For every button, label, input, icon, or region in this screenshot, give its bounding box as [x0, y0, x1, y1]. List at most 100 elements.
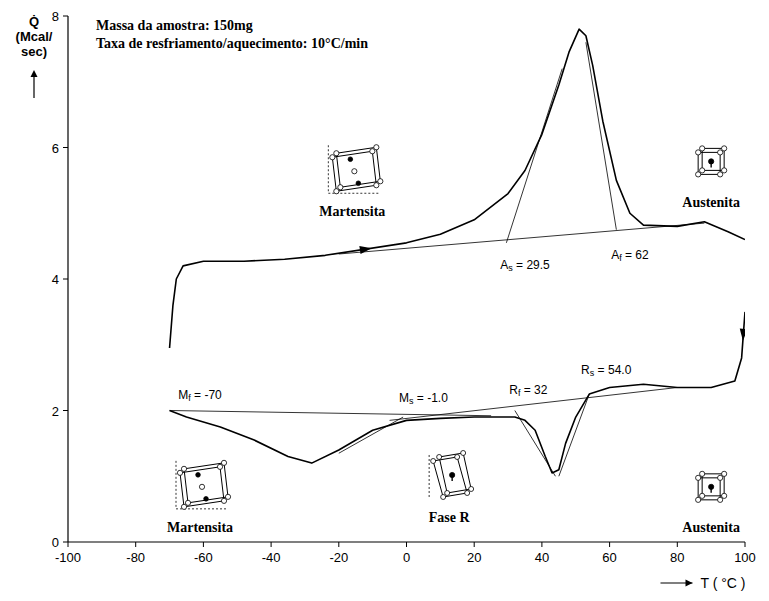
axis-guide — [328, 145, 329, 193]
x-tick — [406, 542, 407, 547]
crystal-icon — [176, 460, 231, 509]
atom — [718, 172, 723, 177]
atom — [370, 149, 375, 154]
atom — [441, 494, 446, 499]
x-tick — [677, 542, 678, 547]
direction-arrow — [739, 329, 745, 342]
atom — [437, 454, 442, 459]
tangent-line — [170, 411, 492, 416]
x-tick — [474, 542, 475, 547]
label-main: A — [500, 258, 508, 272]
tangent-line — [339, 417, 403, 453]
temperature-label: Af = 62 — [611, 248, 649, 263]
label-rest: = -70 — [191, 388, 222, 402]
tangent-line — [515, 411, 556, 477]
x-tick-label: 40 — [535, 550, 549, 565]
y-tick — [63, 16, 68, 17]
dsc-curve — [170, 312, 745, 473]
x-tick-label: 100 — [734, 550, 756, 565]
atom — [181, 504, 186, 509]
atom — [722, 146, 727, 151]
atom — [469, 486, 474, 491]
label-main: A — [611, 248, 619, 262]
y-axis-title-line: sec) — [21, 44, 47, 59]
x-tick-label: 60 — [602, 550, 616, 565]
x-tick — [541, 542, 542, 547]
label-main: R — [509, 383, 518, 397]
y-axis-arrowhead — [31, 70, 38, 77]
cell-edge — [702, 148, 724, 170]
atom — [196, 473, 201, 478]
atom — [722, 471, 727, 476]
atom — [338, 185, 343, 190]
phase-label: Austenita — [682, 520, 740, 535]
atom — [334, 189, 339, 194]
x-tick — [68, 542, 69, 547]
x-tick-label: -40 — [262, 550, 281, 565]
atom — [181, 466, 186, 471]
atom — [696, 150, 701, 155]
label-main: R — [581, 363, 590, 377]
y-axis-title: Q̇(Mcal/sec) — [16, 14, 53, 59]
y-tick — [63, 147, 68, 148]
phase-label: Fase R — [429, 510, 471, 525]
x-tick — [135, 542, 136, 547]
atom — [718, 475, 723, 480]
axis-guide — [429, 455, 430, 497]
atom — [431, 458, 436, 463]
label-main: M — [399, 391, 409, 405]
atom — [455, 454, 460, 459]
label-rest: = -1.0 — [413, 391, 448, 405]
atom — [445, 490, 450, 495]
atom — [348, 157, 353, 162]
atom — [217, 464, 222, 469]
atom — [722, 168, 727, 173]
y-tick — [63, 279, 68, 280]
atom — [722, 493, 727, 498]
dsc-curve — [170, 29, 745, 348]
x-axis-arrowhead — [685, 580, 692, 587]
atom — [700, 146, 705, 151]
x-tick-label: 20 — [467, 550, 481, 565]
atom — [221, 460, 226, 465]
label-rest: = 29.5 — [513, 258, 550, 272]
atom — [461, 450, 466, 455]
note: Massa da amostra: 150mg — [96, 18, 253, 33]
bond — [710, 487, 711, 493]
tangent-line — [339, 223, 705, 254]
x-tick-label: 80 — [670, 550, 684, 565]
x-tick — [338, 542, 339, 547]
x-tick-label: -60 — [194, 550, 213, 565]
chart: -100-80-60-40-2002040608010002468T ( °C … — [0, 0, 769, 601]
y-tick-label: 0 — [52, 535, 59, 550]
y-axis-title-line: (Mcal/ — [16, 29, 53, 44]
atom — [199, 484, 204, 489]
atom — [718, 150, 723, 155]
atom — [374, 183, 379, 188]
cell-edge — [698, 152, 720, 174]
temperature-label: Ms = -1.0 — [399, 391, 448, 406]
atom — [718, 497, 723, 502]
x-axis-title: T ( °C ) — [700, 575, 745, 591]
plot-marks — [170, 29, 745, 476]
note: Taxa de resfriamento/aquecimento: 10°C/m… — [96, 36, 368, 51]
temperature-label: Rs = 54.0 — [581, 363, 632, 378]
cell-edge — [439, 453, 471, 493]
atom — [374, 145, 379, 150]
atom — [696, 172, 701, 177]
crystal-icon — [696, 146, 727, 177]
cell-edge — [336, 147, 380, 187]
label-rest: = 62 — [622, 248, 649, 262]
x-tick-label: -80 — [126, 550, 145, 565]
x-tick — [271, 542, 272, 547]
label-rest: = 32 — [520, 383, 547, 397]
y-tick-label: 2 — [52, 404, 59, 419]
atom — [696, 497, 701, 502]
tangent-line — [586, 42, 616, 229]
y-tick-label: 4 — [52, 272, 59, 287]
atom — [378, 179, 383, 184]
temperature-label: As = 29.5 — [500, 258, 550, 273]
x-tick — [203, 542, 204, 547]
atom — [352, 169, 357, 174]
atom — [204, 497, 209, 502]
